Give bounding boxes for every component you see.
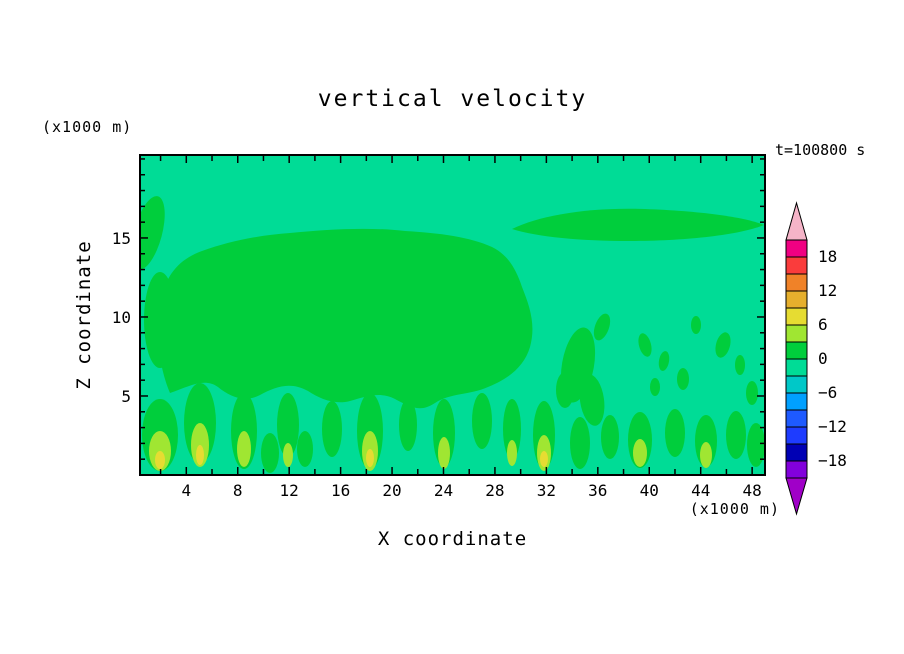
x-tick-label: 24 xyxy=(434,481,453,500)
chart-title: vertical velocity xyxy=(317,86,588,112)
colorbar-label: 6 xyxy=(818,315,828,334)
z-tick-label: 15 xyxy=(112,229,131,248)
contour-region xyxy=(140,196,165,270)
colorbar-segment xyxy=(785,290,808,309)
contour-region xyxy=(283,443,293,467)
colorbar-segment xyxy=(785,426,808,445)
colorbar-label: −12 xyxy=(818,417,847,436)
colorbar-segment xyxy=(785,324,808,343)
contour-region xyxy=(556,372,574,408)
colorbar-segment xyxy=(785,273,808,292)
contour-region xyxy=(593,313,611,341)
contour-region xyxy=(155,451,165,469)
contour-region xyxy=(658,351,670,371)
contour-region xyxy=(503,399,521,459)
x-tick-label: 12 xyxy=(280,481,299,500)
colorbar: 18 12 6 0 −6 −12 −18 xyxy=(785,201,847,516)
plot-frame xyxy=(139,154,766,476)
contour-field xyxy=(140,155,765,475)
x-tick-label: 32 xyxy=(537,481,556,500)
colorbar-segment xyxy=(785,375,808,394)
colorbar-label: 18 xyxy=(818,247,837,266)
colorbar-segment xyxy=(785,392,808,411)
contour-region xyxy=(196,445,204,465)
contour-region xyxy=(297,431,313,467)
contour-region xyxy=(237,431,251,467)
contour-region xyxy=(261,433,279,473)
x-tick-label: 36 xyxy=(588,481,607,500)
contour-region xyxy=(366,449,374,467)
contour-region xyxy=(144,272,176,368)
contour-region xyxy=(633,439,647,467)
x-tick-label: 48 xyxy=(743,481,762,500)
colorbar-label: −6 xyxy=(818,383,837,402)
contour-region xyxy=(438,437,450,469)
colorbar-arrow-up xyxy=(785,201,808,241)
colorbar-arrow-down xyxy=(785,477,808,516)
time-annotation: t=100800 s xyxy=(775,141,866,159)
contour-region xyxy=(579,374,605,426)
colorbar-segment xyxy=(785,460,808,479)
z-tick-label: 5 xyxy=(121,387,131,406)
contour-region xyxy=(512,208,764,241)
colorbar-segment xyxy=(785,256,808,275)
x-tick-label: 28 xyxy=(485,481,504,500)
contour-region xyxy=(277,393,299,457)
z-tick-label: 10 xyxy=(112,308,131,327)
x-axis-units: (x1000 m) xyxy=(689,500,780,518)
axis-ticks xyxy=(140,155,765,475)
contour-region xyxy=(665,409,685,457)
colorbar-label: 12 xyxy=(818,281,837,300)
contour-region xyxy=(638,333,652,357)
colorbar-segment xyxy=(785,358,808,377)
colorbar-segment xyxy=(785,239,808,258)
colorbar-label: −18 xyxy=(818,451,847,470)
contour-region xyxy=(715,332,731,358)
contour-region xyxy=(726,411,746,459)
contour-region xyxy=(540,451,548,467)
contour-region xyxy=(700,442,712,468)
x-tick-label: 20 xyxy=(382,481,401,500)
x-tick-label: 16 xyxy=(331,481,350,500)
colorbar-segment xyxy=(785,341,808,360)
colorbar-segment xyxy=(785,443,808,462)
x-tick-label: 8 xyxy=(233,481,243,500)
contour-region xyxy=(157,228,533,409)
contour-region xyxy=(322,401,342,457)
colorbar-label: 0 xyxy=(818,349,828,368)
colorbar-segment xyxy=(785,409,808,428)
contour-region xyxy=(735,355,745,375)
x-tick-label: 40 xyxy=(640,481,659,500)
contour-region xyxy=(399,399,417,451)
z-axis-title: Z coordinate xyxy=(73,240,95,390)
x-tick-label: 44 xyxy=(691,481,710,500)
contour-region xyxy=(691,316,701,334)
x-tick-label: 4 xyxy=(181,481,191,500)
contour-region xyxy=(650,378,660,396)
contour-region xyxy=(601,415,619,459)
contour-region xyxy=(472,393,492,449)
colorbar-segment xyxy=(785,307,808,326)
contour-region xyxy=(747,423,765,467)
contour-region xyxy=(746,381,758,405)
x-axis-title: X coordinate xyxy=(377,528,528,550)
contour-region xyxy=(677,368,689,390)
contour-region xyxy=(570,417,590,469)
contour-region xyxy=(507,440,517,466)
z-axis-units: (x1000 m) xyxy=(42,118,133,136)
